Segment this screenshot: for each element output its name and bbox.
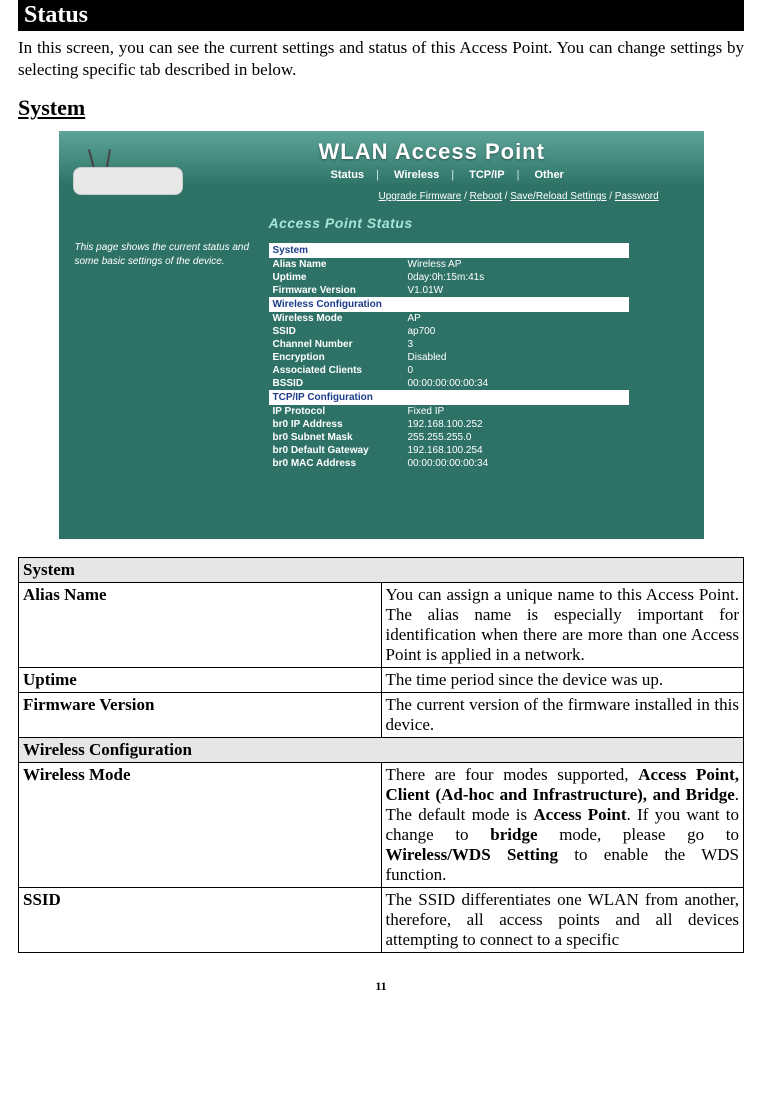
status-row-key: Wireless Mode	[269, 312, 404, 325]
status-row-key: Channel Number	[269, 338, 404, 351]
status-row-key: br0 Subnet Mask	[269, 431, 404, 444]
status-row-key: Uptime	[269, 271, 404, 284]
sublink-upgrade[interactable]: Upgrade Firmware	[379, 191, 462, 202]
status-row: br0 MAC Address00:00:00:00:00:34	[269, 457, 629, 470]
tab-wireless[interactable]: Wireless	[394, 169, 439, 181]
status-row-key: IP Protocol	[269, 405, 404, 418]
sublink-save[interactable]: Save/Reload Settings	[510, 191, 606, 202]
status-row-key: BSSID	[269, 377, 404, 390]
status-row: BSSID00:00:00:00:00:34	[269, 377, 629, 390]
screenshot-sidebar-text: This page shows the current status and s…	[59, 215, 269, 539]
desc-row: SSIDThe SSID differentiates one WLAN fro…	[19, 888, 744, 953]
router-screenshot: WLAN Access Point Status| Wireless| TCP/…	[59, 131, 704, 539]
desc-row-name: Wireless Mode	[19, 763, 382, 888]
desc-row-name: Uptime	[19, 668, 382, 693]
section-title: System	[18, 95, 744, 121]
sublink-reboot[interactable]: Reboot	[470, 191, 502, 202]
page-number: 11	[18, 979, 744, 994]
status-row-value: 255.255.255.0	[404, 431, 629, 444]
status-row: br0 Subnet Mask255.255.255.0	[269, 431, 629, 444]
screenshot-tabbar: Status| Wireless| TCP/IP| Other	[325, 169, 570, 181]
desc-group-row: Wireless Configuration	[19, 738, 744, 763]
desc-row: Alias NameYou can assign a unique name t…	[19, 583, 744, 668]
desc-row-value: You can assign a unique name to this Acc…	[381, 583, 744, 668]
screenshot-sublinks: Upgrade Firmware / Reboot / Save/Reload …	[379, 191, 659, 202]
status-row-value: ap700	[404, 325, 629, 338]
status-row: Wireless ModeAP	[269, 312, 629, 325]
status-row: br0 IP Address192.168.100.252	[269, 418, 629, 431]
status-row: EncryptionDisabled	[269, 351, 629, 364]
status-row: Firmware VersionV1.01W	[269, 284, 629, 297]
status-row-value: V1.01W	[404, 284, 629, 297]
sublink-password[interactable]: Password	[615, 191, 659, 202]
tab-tcpip[interactable]: TCP/IP	[469, 169, 504, 181]
status-row-value: Wireless AP	[404, 258, 629, 271]
desc-row: Firmware VersionThe current version of t…	[19, 693, 744, 738]
screenshot-title: WLAN Access Point	[319, 139, 545, 165]
intro-text: In this screen, you can see the current …	[18, 37, 744, 81]
status-row: Associated Clients0	[269, 364, 629, 377]
status-row: Channel Number3	[269, 338, 629, 351]
status-row-key: Alias Name	[269, 258, 404, 271]
description-table: SystemAlias NameYou can assign a unique …	[18, 557, 744, 953]
status-row-key: br0 IP Address	[269, 418, 404, 431]
status-row-value: 3	[404, 338, 629, 351]
status-values-table: SystemAlias NameWireless APUptime0day:0h…	[269, 243, 629, 470]
status-row: Uptime0day:0h:15m:41s	[269, 271, 629, 284]
screenshot-panel-heading: Access Point Status	[269, 215, 704, 231]
status-row-value: AP	[404, 312, 629, 325]
device-image	[73, 139, 183, 195]
status-row-value: 0	[404, 364, 629, 377]
status-row-value: 00:00:00:00:00:34	[404, 457, 629, 470]
status-row-key: br0 MAC Address	[269, 457, 404, 470]
status-row-key: Firmware Version	[269, 284, 404, 297]
desc-group-title: Wireless Configuration	[19, 738, 744, 763]
desc-row: UptimeThe time period since the device w…	[19, 668, 744, 693]
status-row-value: 192.168.100.254	[404, 444, 629, 457]
status-row-value: 0day:0h:15m:41s	[404, 271, 629, 284]
status-row-value: 00:00:00:00:00:34	[404, 377, 629, 390]
tab-other[interactable]: Other	[535, 169, 564, 181]
status-row-key: br0 Default Gateway	[269, 444, 404, 457]
desc-row-value: The SSID differentiates one WLAN from an…	[381, 888, 744, 953]
status-row-key: Encryption	[269, 351, 404, 364]
desc-row-name: SSID	[19, 888, 382, 953]
screenshot-topbar: WLAN Access Point Status| Wireless| TCP/…	[59, 131, 704, 187]
desc-row-name: Alias Name	[19, 583, 382, 668]
status-header: Status	[18, 0, 744, 31]
status-row-value: 192.168.100.252	[404, 418, 629, 431]
desc-group-title: System	[19, 558, 744, 583]
status-section-header: TCP/IP Configuration	[269, 390, 629, 405]
desc-row-value: There are four modes supported, Access P…	[381, 763, 744, 888]
status-row-value: Fixed IP	[404, 405, 629, 418]
desc-row: Wireless ModeThere are four modes suppor…	[19, 763, 744, 888]
status-row: Alias NameWireless AP	[269, 258, 629, 271]
status-row: IP ProtocolFixed IP	[269, 405, 629, 418]
status-row: br0 Default Gateway192.168.100.254	[269, 444, 629, 457]
status-row-value: Disabled	[404, 351, 629, 364]
status-row-key: SSID	[269, 325, 404, 338]
desc-row-value: The time period since the device was up.	[381, 668, 744, 693]
desc-group-row: System	[19, 558, 744, 583]
status-row-key: Associated Clients	[269, 364, 404, 377]
tab-status[interactable]: Status	[331, 169, 365, 181]
status-section-header: Wireless Configuration	[269, 297, 629, 312]
status-section-header: System	[269, 243, 629, 258]
desc-row-value: The current version of the firmware inst…	[381, 693, 744, 738]
desc-row-name: Firmware Version	[19, 693, 382, 738]
status-row: SSIDap700	[269, 325, 629, 338]
